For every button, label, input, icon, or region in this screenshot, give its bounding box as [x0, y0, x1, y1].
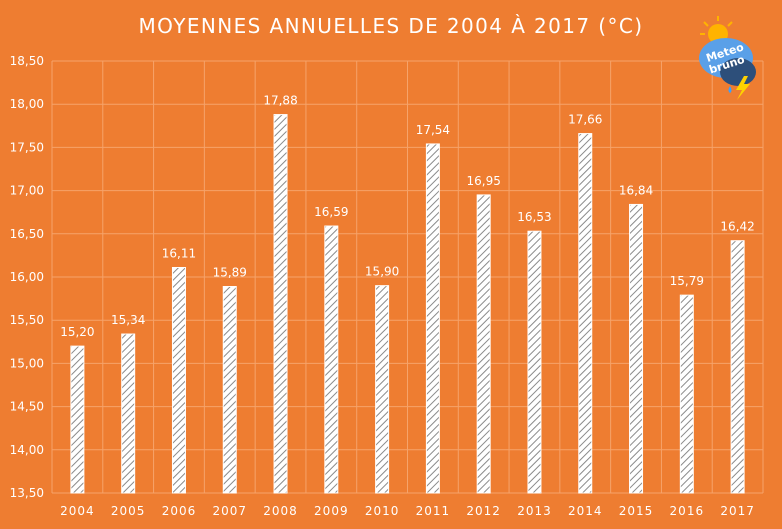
y-tick-label: 13,50 [10, 486, 44, 500]
data-label: 16,42 [720, 220, 754, 234]
y-tick-label: 16,00 [10, 270, 44, 284]
y-tick-label: 15,50 [10, 313, 44, 327]
y-tick-label: 15,00 [10, 356, 44, 370]
bar [679, 294, 694, 494]
data-label: 15,34 [111, 313, 145, 327]
raindrop-icon [728, 86, 732, 93]
data-label: 15,20 [60, 325, 94, 339]
bar [121, 333, 136, 494]
x-tick-label: 2005 [111, 504, 146, 518]
y-tick-label: 14,00 [10, 443, 44, 457]
chart-title: MOYENNES ANNUELLES DE 2004 À 2017 (°C) [138, 14, 644, 38]
data-label: 17,88 [263, 94, 297, 108]
data-label: 15,89 [213, 266, 247, 280]
x-tick-label: 2013 [517, 504, 552, 518]
bar [375, 285, 390, 494]
bar [324, 225, 339, 494]
x-tick-label: 2007 [212, 504, 247, 518]
x-tick-label: 2015 [619, 504, 654, 518]
data-label: 16,11 [162, 246, 196, 260]
data-label: 15,79 [670, 274, 704, 288]
data-label: 16,53 [517, 210, 551, 224]
y-tick-label: 17,00 [10, 184, 44, 198]
x-tick-label: 2017 [720, 504, 755, 518]
bar [273, 114, 288, 494]
data-label: 16,95 [466, 174, 500, 188]
bar [476, 194, 491, 494]
y-tick-label: 18,50 [10, 54, 44, 68]
y-tick-label: 18,00 [10, 97, 44, 111]
x-tick-label: 2004 [60, 504, 95, 518]
bar [730, 240, 745, 494]
x-tick-label: 2011 [416, 504, 451, 518]
bar [171, 266, 186, 494]
x-tick-label: 2012 [466, 504, 501, 518]
bar [629, 203, 644, 494]
y-tick-label: 16,50 [10, 227, 44, 241]
bar [222, 286, 237, 494]
bar [527, 230, 542, 494]
y-tick-label: 17,50 [10, 140, 44, 154]
y-tick-label: 14,50 [10, 400, 44, 414]
lightning-icon [736, 76, 750, 100]
data-label: 17,66 [568, 113, 602, 127]
x-tick-label: 2009 [314, 504, 349, 518]
x-tick-label: 2016 [670, 504, 705, 518]
x-tick-label: 2010 [365, 504, 400, 518]
bar [425, 143, 440, 494]
cloud-icon [720, 58, 756, 86]
data-label: 16,84 [619, 183, 653, 197]
x-tick-label: 2008 [263, 504, 298, 518]
data-label: 15,90 [365, 265, 399, 279]
data-label: 17,54 [416, 123, 450, 137]
meteo-bruno-logo: Meteo bruno [699, 16, 756, 100]
data-label: 16,59 [314, 205, 348, 219]
x-tick-label: 2006 [162, 504, 197, 518]
bar [578, 133, 593, 494]
x-tick-label: 2014 [568, 504, 603, 518]
bar [70, 345, 85, 494]
